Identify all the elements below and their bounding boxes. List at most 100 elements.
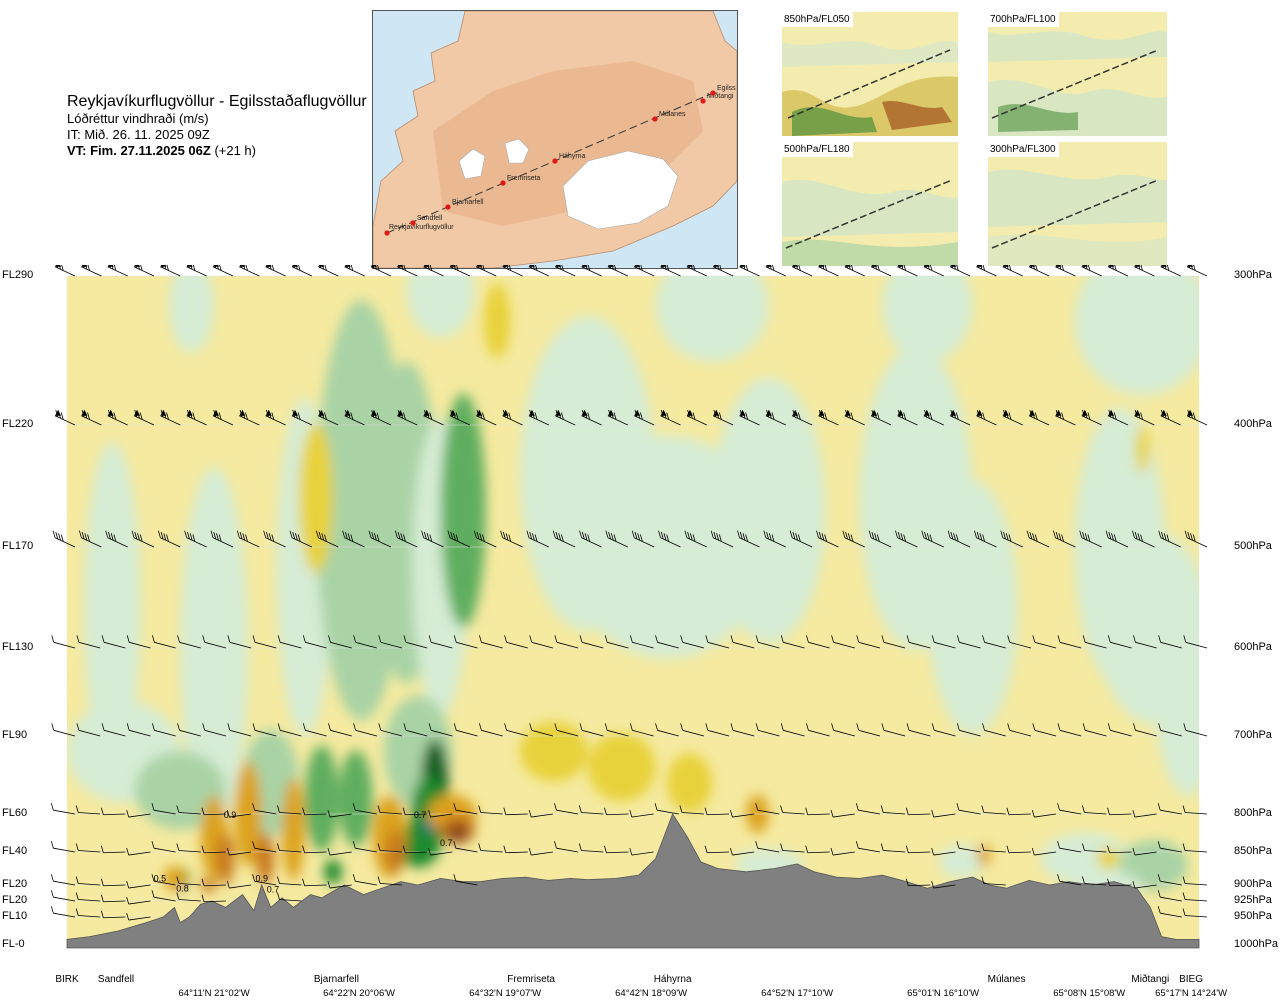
wind-barb: [629, 723, 654, 737]
wind-barb: [327, 847, 352, 856]
wind-barb: [1032, 723, 1057, 737]
wind-barb: [680, 635, 704, 649]
wind-barb: [730, 847, 755, 856]
wind-barb: [227, 723, 252, 737]
wind-barb: [1157, 841, 1182, 853]
wind-barb: [302, 878, 327, 887]
wind-barb: [100, 845, 126, 854]
wind-barb: [186, 409, 207, 426]
wind-barb: [504, 723, 528, 737]
wind-barb: [1082, 635, 1107, 649]
flight-level-label: FL220: [2, 418, 34, 430]
wind-barb: [1132, 880, 1157, 889]
wind-barb: [931, 880, 956, 889]
wind-barb: [473, 530, 497, 548]
wind-barb: [277, 876, 302, 886]
wind-barb: [529, 723, 554, 737]
wind-barb: [607, 265, 629, 277]
wind-barb: [176, 892, 201, 902]
wind-barb: [100, 878, 126, 887]
wind-barb: [318, 409, 339, 426]
wind-barb: [51, 723, 76, 737]
wind-barb: [806, 635, 830, 649]
wind-barb: [126, 912, 151, 921]
wind-barb: [1133, 723, 1157, 737]
wind-barb: [982, 635, 1006, 649]
wind-barb: [75, 892, 101, 902]
updraft-region: [666, 753, 713, 813]
wind-barb: [239, 409, 260, 426]
wind-barb: [201, 894, 226, 903]
wind-barb: [176, 843, 201, 853]
wind-barb: [831, 635, 855, 649]
wind-barb: [870, 265, 892, 277]
route-map-label: Reykjavíkurflugvöllur: [389, 224, 454, 231]
wind-barb: [449, 409, 471, 426]
wind-barb: [1057, 874, 1082, 886]
wind-barb: [1082, 723, 1107, 737]
updraft-region: [446, 822, 469, 844]
flight-level-label: FL170: [2, 540, 34, 552]
variable-title: Lóðréttur vindhraði (m/s): [67, 111, 209, 126]
wind-barb: [855, 841, 881, 853]
wind-barb: [133, 265, 155, 277]
wind-barb: [880, 843, 906, 853]
wind-barb: [1157, 803, 1182, 815]
wind-barb: [1182, 805, 1208, 815]
wind-barb: [579, 635, 604, 649]
contour-label: 0.9: [255, 874, 268, 884]
flight-level-label: FL130: [2, 641, 34, 653]
wind-barb: [202, 635, 227, 649]
coordinate-label: 64°52'N 17°10'W: [761, 988, 834, 999]
wind-barb: [1186, 409, 1208, 426]
wind-barb: [302, 807, 327, 816]
wind-barb: [923, 409, 944, 426]
wind-barb: [1186, 265, 1208, 277]
wind-barb: [352, 803, 377, 815]
wind-barb: [202, 723, 227, 737]
wind-barb: [479, 635, 503, 649]
pressure-level-label: 500hPa: [1234, 540, 1272, 552]
minimap-700hpa-label: 700hPa/FL100: [988, 12, 1059, 27]
downdraft-region: [83, 441, 141, 774]
wind-barb: [554, 841, 579, 853]
wind-barb: [105, 530, 128, 548]
wind-barb: [370, 409, 392, 426]
contour-label: 0.7: [267, 885, 280, 895]
wind-barb: [679, 805, 704, 815]
wind-barb: [160, 265, 181, 277]
wind-barb: [1007, 723, 1032, 737]
wind-barb: [1026, 530, 1050, 548]
wind-barb: [976, 409, 997, 426]
route-map-label: Fremriseta: [507, 175, 541, 182]
wind-barb: [107, 265, 128, 277]
wind-barb: [780, 805, 805, 815]
wind-barb: [629, 635, 654, 649]
minimap-300hpa: 300hPa/FL300: [988, 142, 1167, 266]
wind-barb: [737, 530, 760, 548]
updraft-region: [163, 866, 186, 891]
wind-barb: [226, 809, 252, 818]
updraft-region: [1135, 426, 1150, 473]
wind-barb: [554, 723, 579, 737]
wind-barb: [186, 265, 207, 277]
wind-barb: [1158, 635, 1182, 649]
flight-level-label: FL-0: [2, 938, 25, 950]
wind-barb: [100, 894, 126, 903]
wind-barb: [831, 723, 855, 737]
wind-barb: [906, 635, 931, 649]
wind-barb: [1006, 845, 1031, 854]
wind-barb: [252, 874, 277, 886]
wind-barb: [277, 635, 302, 649]
route-line: [386, 92, 714, 234]
wind-barb: [730, 809, 755, 818]
wind-barb: [226, 847, 252, 856]
wind-barb: [923, 265, 944, 277]
pressure-level-label: 850hPa: [1234, 845, 1272, 857]
wind-barb: [378, 723, 403, 737]
wind-barb: [1182, 876, 1208, 886]
wind-barb: [982, 723, 1006, 737]
downdraft-region: [882, 276, 973, 362]
wind-barb: [50, 906, 76, 918]
wind-barb: [394, 530, 418, 548]
